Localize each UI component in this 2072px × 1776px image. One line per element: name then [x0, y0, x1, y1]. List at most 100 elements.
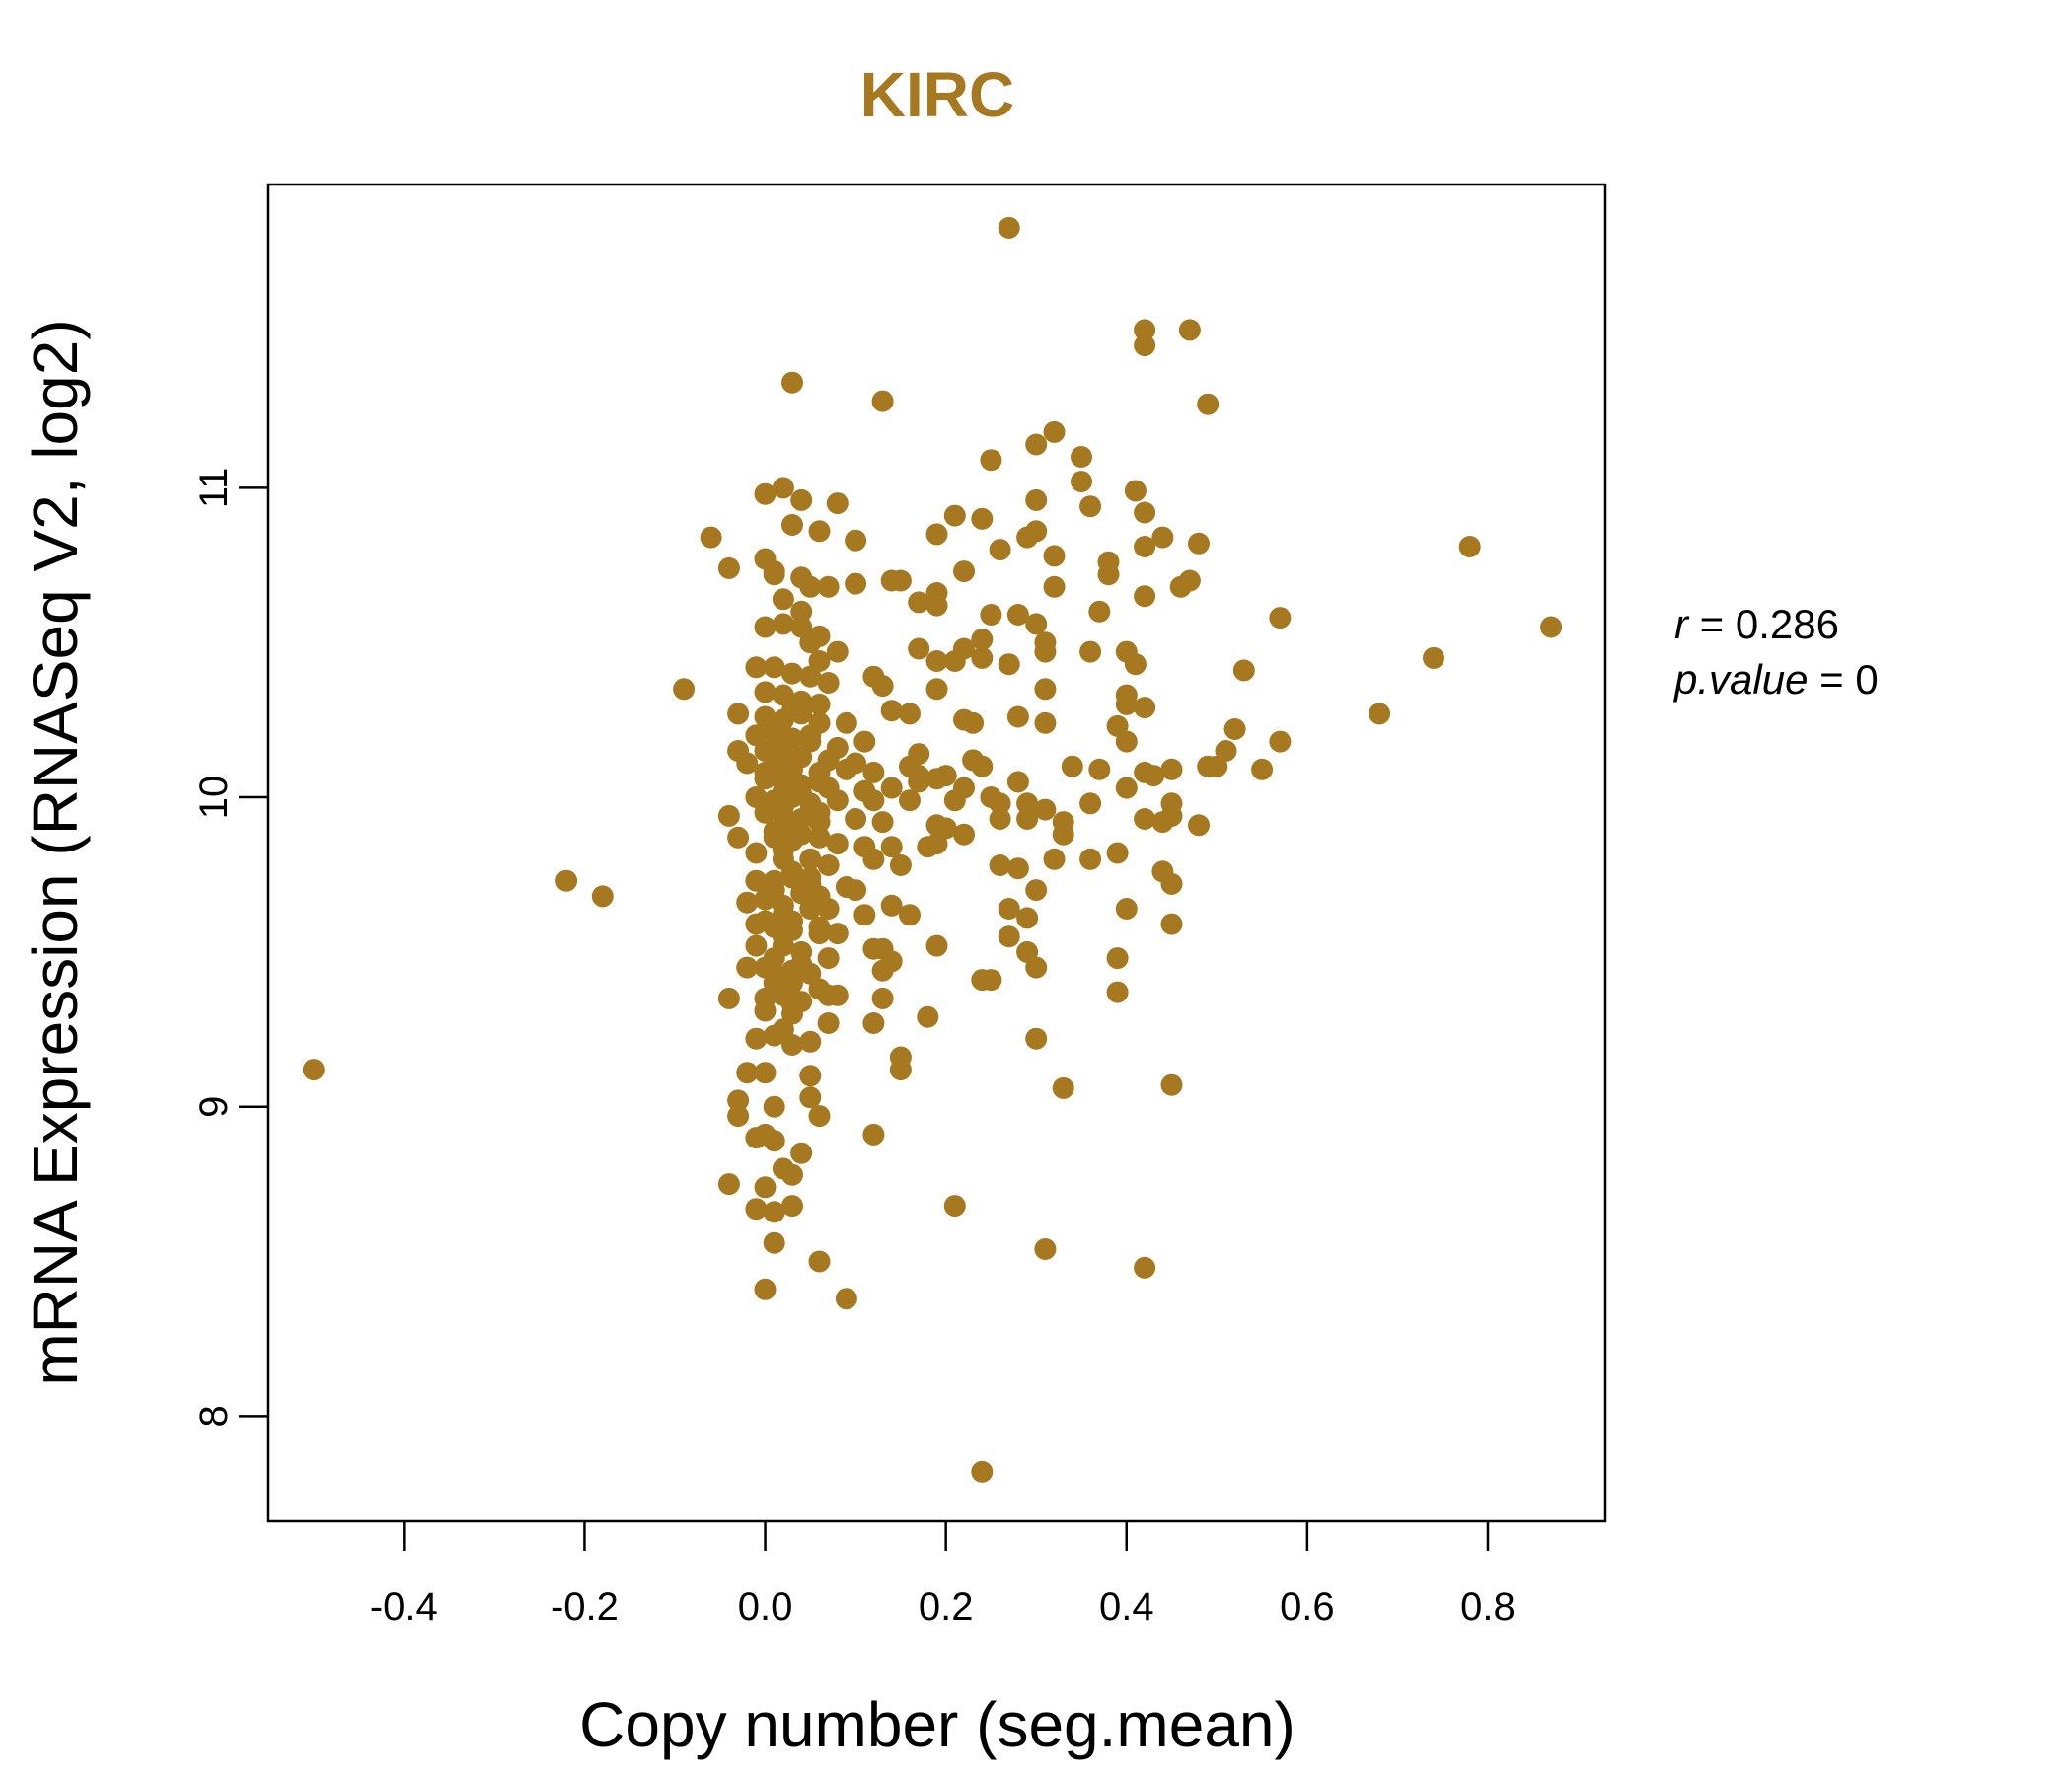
data-point — [727, 1105, 750, 1128]
x-tick-label: -0.4 — [370, 1586, 438, 1629]
data-point — [772, 966, 794, 988]
y-axis: 8 9 10 11 — [192, 468, 268, 1427]
data-point — [826, 833, 849, 855]
data-point — [1134, 501, 1156, 524]
data-point — [763, 1231, 785, 1254]
data-point — [880, 700, 903, 722]
data-point — [1223, 718, 1246, 740]
data-point — [754, 1176, 777, 1199]
data-point — [925, 768, 948, 790]
data-point — [943, 1195, 966, 1218]
data-point — [1025, 1027, 1048, 1050]
data-point — [1134, 319, 1156, 341]
data-point — [808, 520, 831, 543]
data-point — [998, 898, 1020, 920]
data-point — [862, 848, 885, 870]
data-point — [908, 771, 930, 793]
data-point — [717, 556, 740, 579]
data-point — [1115, 898, 1138, 920]
data-point — [591, 885, 614, 908]
data-point — [835, 758, 857, 780]
data-point — [745, 1198, 768, 1221]
data-point — [853, 730, 876, 753]
data-point — [1025, 433, 1048, 456]
chart-title: KIRC — [860, 59, 1014, 130]
data-point — [1188, 532, 1210, 555]
data-point — [998, 925, 1020, 948]
data-point — [1043, 545, 1066, 567]
data-point — [1052, 823, 1074, 846]
data-point — [772, 925, 794, 948]
data-point — [1071, 471, 1092, 493]
data-point — [763, 820, 785, 843]
data-point — [717, 804, 740, 827]
data-point — [962, 711, 985, 734]
data-point — [980, 969, 1002, 992]
data-point — [1079, 640, 1102, 663]
data-point — [790, 782, 813, 805]
data-point — [943, 504, 966, 527]
data-point — [1160, 1073, 1183, 1096]
data-point — [845, 572, 867, 595]
data-point — [799, 724, 822, 747]
data-points — [302, 216, 1563, 1483]
data-point — [700, 526, 722, 549]
data-point — [899, 904, 921, 926]
data-point — [1006, 857, 1029, 880]
data-point — [736, 1062, 759, 1084]
data-point — [799, 1065, 822, 1087]
data-point — [781, 749, 803, 772]
data-point — [1106, 947, 1129, 970]
x-axis: -0.4 -0.2 0.0 0.2 0.4 0.6 0.8 — [370, 1521, 1516, 1629]
data-point — [745, 656, 768, 679]
data-point — [799, 1086, 822, 1109]
data-point — [808, 885, 831, 908]
data-point — [835, 1288, 857, 1310]
data-point — [853, 904, 876, 926]
data-point — [1269, 607, 1292, 629]
data-point — [1458, 536, 1481, 557]
data-point — [1124, 653, 1147, 676]
data-point — [989, 854, 1011, 876]
x-tick-label: 0.8 — [1460, 1586, 1516, 1629]
data-point — [1178, 319, 1201, 341]
data-point — [736, 891, 759, 914]
data-point — [1097, 563, 1120, 586]
data-point — [971, 755, 994, 777]
data-point — [1006, 771, 1029, 793]
data-point — [754, 681, 777, 703]
data-point — [763, 736, 785, 759]
data-point — [1043, 848, 1066, 870]
data-point — [763, 947, 785, 970]
data-point — [790, 823, 813, 846]
data-point — [817, 947, 840, 970]
data-point — [763, 1130, 785, 1152]
data-point — [772, 795, 794, 818]
data-point — [754, 761, 777, 783]
r-label: r — [1674, 601, 1690, 647]
p-value: 0 — [1855, 656, 1878, 703]
data-point — [971, 629, 994, 651]
data-point — [1197, 393, 1220, 415]
data-point — [925, 523, 948, 546]
data-point — [1079, 495, 1102, 518]
data-point — [880, 950, 903, 973]
data-point — [880, 777, 903, 799]
data-point — [989, 808, 1011, 830]
data-point — [998, 653, 1020, 676]
data-point — [736, 956, 759, 979]
data-point — [880, 836, 903, 858]
data-point — [953, 637, 975, 660]
data-point — [1016, 808, 1039, 830]
pvalue-annotation: p.value = 0 — [1672, 656, 1879, 703]
data-point — [980, 604, 1002, 626]
x-tick-label: 0.4 — [1099, 1586, 1154, 1629]
data-point — [889, 854, 912, 876]
data-point — [1143, 765, 1165, 787]
data-point — [727, 1089, 750, 1112]
data-point — [808, 801, 831, 824]
data-point — [1025, 613, 1048, 635]
data-point — [826, 923, 849, 945]
data-point — [889, 1059, 912, 1081]
